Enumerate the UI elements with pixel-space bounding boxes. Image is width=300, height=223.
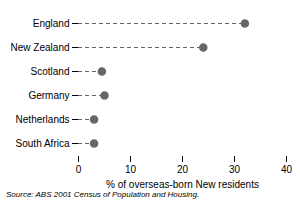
svg-text:New Zealand: New Zealand: [11, 42, 70, 53]
svg-text:Germany: Germany: [28, 90, 69, 101]
svg-text:Scotland: Scotland: [31, 66, 70, 77]
svg-text:0: 0: [76, 164, 82, 175]
svg-text:Netherlands: Netherlands: [16, 114, 70, 125]
html-text:Source: ABS 2001 Census of Pop: Source: ABS 2001 Census of Population an…: [6, 190, 200, 199]
svg-text:England: England: [33, 18, 70, 29]
svg-text:% of overseas-born New residen: % of overseas-born New residents: [106, 179, 259, 190]
svg-text:20: 20: [177, 164, 189, 175]
svg-text:40: 40: [281, 164, 293, 175]
svg-text:South Africa: South Africa: [16, 138, 70, 149]
svg-text:10: 10: [125, 164, 137, 175]
svg-text:30: 30: [229, 164, 241, 175]
